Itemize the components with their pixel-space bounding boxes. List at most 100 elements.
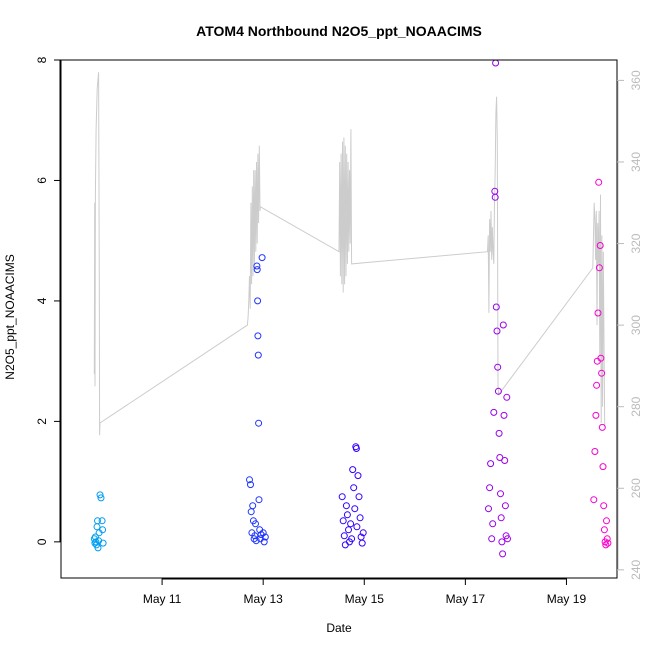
y2-tick-label: 260 <box>629 478 643 498</box>
x-tick-label: May 11 <box>143 592 182 606</box>
y-tick-label: 2 <box>35 418 49 425</box>
scatter-point <box>489 520 497 528</box>
x-tick-label: May 13 <box>244 592 284 606</box>
scatter-point <box>251 532 259 540</box>
scatter-point <box>352 445 360 452</box>
x-tick-label: May 19 <box>547 592 587 606</box>
scatter-point <box>253 262 261 270</box>
scatter-point <box>254 351 262 359</box>
scatter-point <box>359 529 367 537</box>
scatter-point <box>492 303 500 311</box>
scatter-point <box>603 535 611 543</box>
scatter-point <box>495 429 503 437</box>
scatter-point <box>494 363 502 371</box>
scatter-point <box>348 535 356 543</box>
scatter-point <box>603 517 610 525</box>
y2-tick-label: 320 <box>629 233 643 253</box>
scatter-point <box>593 381 601 389</box>
scatter-point <box>347 520 355 528</box>
scatter-point <box>354 472 362 480</box>
scatter-point <box>96 491 104 499</box>
scatter-point <box>600 526 608 534</box>
scatter-point <box>596 242 604 249</box>
y2-tick-label: 340 <box>629 152 643 172</box>
scatter-point <box>343 511 351 519</box>
scatter-point <box>600 502 608 510</box>
scatter-points-layer <box>90 59 612 558</box>
scatter-point <box>255 496 263 504</box>
scatter-point <box>254 332 262 340</box>
scatter-point <box>597 354 605 362</box>
scatter-point <box>340 532 348 540</box>
scatter-point <box>353 523 361 531</box>
scatter-point <box>99 539 107 547</box>
scatter-point <box>604 539 612 547</box>
scatter-point <box>94 517 101 525</box>
scatter-point <box>598 369 606 377</box>
scatter-point <box>488 535 496 543</box>
y2-tick-label: 280 <box>629 396 643 416</box>
scatter-point <box>252 537 260 545</box>
scatter-point <box>349 466 357 474</box>
scatter-point <box>595 178 603 186</box>
scatter-point <box>258 254 266 262</box>
chart-title: ATOM4 Northbound N2O5_ppt_NOAACIMS <box>196 23 482 39</box>
scatter-point <box>259 529 267 537</box>
scatter-point <box>345 526 352 534</box>
scatter-point <box>591 448 599 455</box>
scatter-point <box>503 393 511 401</box>
secondary-series-line <box>93 72 606 436</box>
scatter-point <box>592 411 600 419</box>
y2-tick-label: 360 <box>629 70 643 90</box>
scatter-point <box>356 514 364 522</box>
scatter-point <box>246 476 253 484</box>
scatter-point <box>490 408 498 416</box>
y2-tick-label: 300 <box>629 315 643 335</box>
scatter-point <box>342 502 350 510</box>
scatter-point <box>351 505 359 513</box>
scatter-point <box>355 493 363 501</box>
scatter-point <box>252 520 259 528</box>
axes-layer: May 11 May 13 May 15 May 17 May 19 0 2 4 6 8 240 26… <box>35 56 643 606</box>
scatter-point <box>599 463 607 471</box>
scatter-point <box>261 533 269 541</box>
scatter-point <box>500 411 508 419</box>
scatter-point <box>485 505 492 513</box>
scatter-point <box>494 387 502 395</box>
scatter-point <box>339 517 347 525</box>
y-tick-label: 6 <box>35 177 49 184</box>
scatter-point <box>499 321 507 329</box>
scatter-point <box>255 419 263 427</box>
y-axis-label: N2O5_ppt_NOAACIMS <box>3 254 17 379</box>
scatter-point <box>498 538 506 546</box>
scatter-point <box>501 502 509 510</box>
scatter-point <box>504 535 511 543</box>
scatter-point <box>501 457 509 464</box>
scatter-point <box>486 484 494 492</box>
scatter-point <box>94 544 102 552</box>
scatter-point <box>338 493 346 501</box>
scatter-point <box>497 490 504 498</box>
y-tick-label: 4 <box>35 297 49 304</box>
x-tick-label: May 15 <box>345 592 385 606</box>
scatter-point <box>249 502 257 510</box>
x-axis-label: Date <box>326 621 352 635</box>
scatter-point <box>499 550 507 558</box>
x-tick-label: May 17 <box>446 592 486 606</box>
scatter-point <box>491 193 499 201</box>
scatter-point <box>358 539 366 547</box>
scatter-point <box>253 266 261 274</box>
scatter-point <box>496 454 504 461</box>
y2-tick-label: 240 <box>629 560 643 580</box>
scatter-point <box>350 484 358 492</box>
secondary-series-layer <box>93 72 606 436</box>
scatter-point <box>99 526 107 534</box>
scatter-point <box>493 327 501 335</box>
scatter-point <box>497 514 505 522</box>
scatter-point <box>260 538 268 546</box>
y-tick-label: 8 <box>35 56 49 63</box>
scatter-point <box>595 264 603 272</box>
scatter-point <box>97 494 105 502</box>
